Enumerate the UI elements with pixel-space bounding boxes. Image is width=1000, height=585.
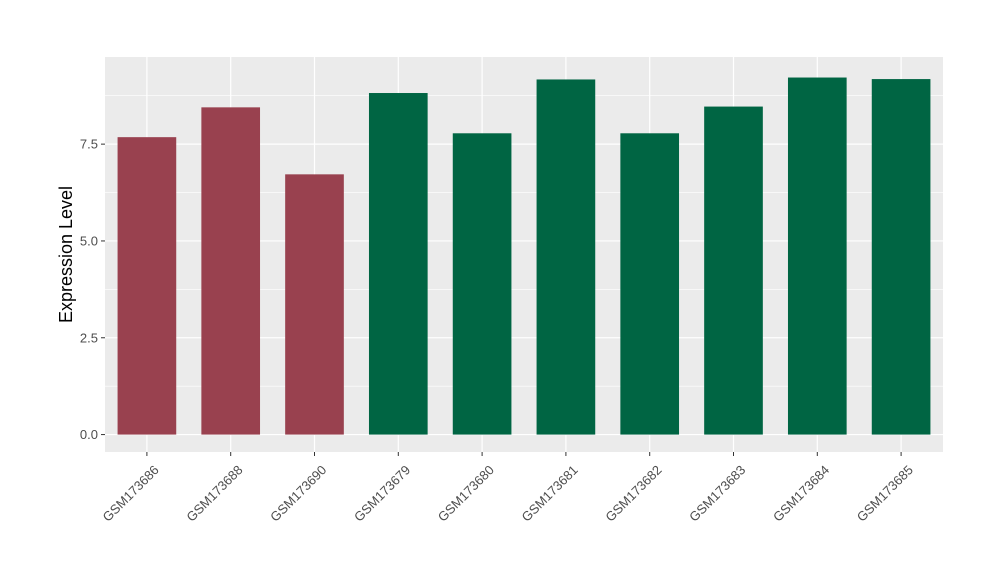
bars xyxy=(117,77,931,435)
bar-GSM173683 xyxy=(704,106,763,435)
bar-GSM173684 xyxy=(787,77,847,435)
bar-GSM173686 xyxy=(117,137,177,435)
y-tick-label: 2.5 xyxy=(80,330,98,345)
y-tick-label: 0.0 xyxy=(80,427,98,442)
x-tick-label: GSM173679 xyxy=(351,462,413,524)
y-tick-label: 5.0 xyxy=(80,233,98,248)
y-tick-label: 7.5 xyxy=(80,137,98,152)
y-axis-label: Expression Level xyxy=(56,186,76,323)
x-tick-label: GSM173686 xyxy=(100,462,162,524)
x-tick-label: GSM173690 xyxy=(267,462,329,524)
bar-GSM173682 xyxy=(620,133,680,435)
bar-GSM173688 xyxy=(201,107,261,435)
x-tick-label: GSM173681 xyxy=(519,462,581,524)
x-tick-label: GSM173684 xyxy=(770,462,832,524)
x-tick-label: GSM173688 xyxy=(183,462,245,524)
y-axis: 0.0 2.5 5.0 7.5 xyxy=(80,137,105,442)
bar-GSM173685 xyxy=(871,79,931,435)
x-tick-label: GSM173682 xyxy=(602,462,664,524)
x-tick-label: GSM173680 xyxy=(435,462,497,524)
bar-GSM173681 xyxy=(536,79,596,435)
bar-GSM173680 xyxy=(452,133,512,435)
x-tick-label: GSM173683 xyxy=(686,462,748,524)
bar-GSM173679 xyxy=(368,93,428,435)
x-axis: GSM173686 GSM173688 GSM173690 GSM173679 GSM1… xyxy=(100,452,916,525)
bar-GSM173690 xyxy=(285,174,344,435)
x-tick-label: GSM173685 xyxy=(854,462,916,524)
